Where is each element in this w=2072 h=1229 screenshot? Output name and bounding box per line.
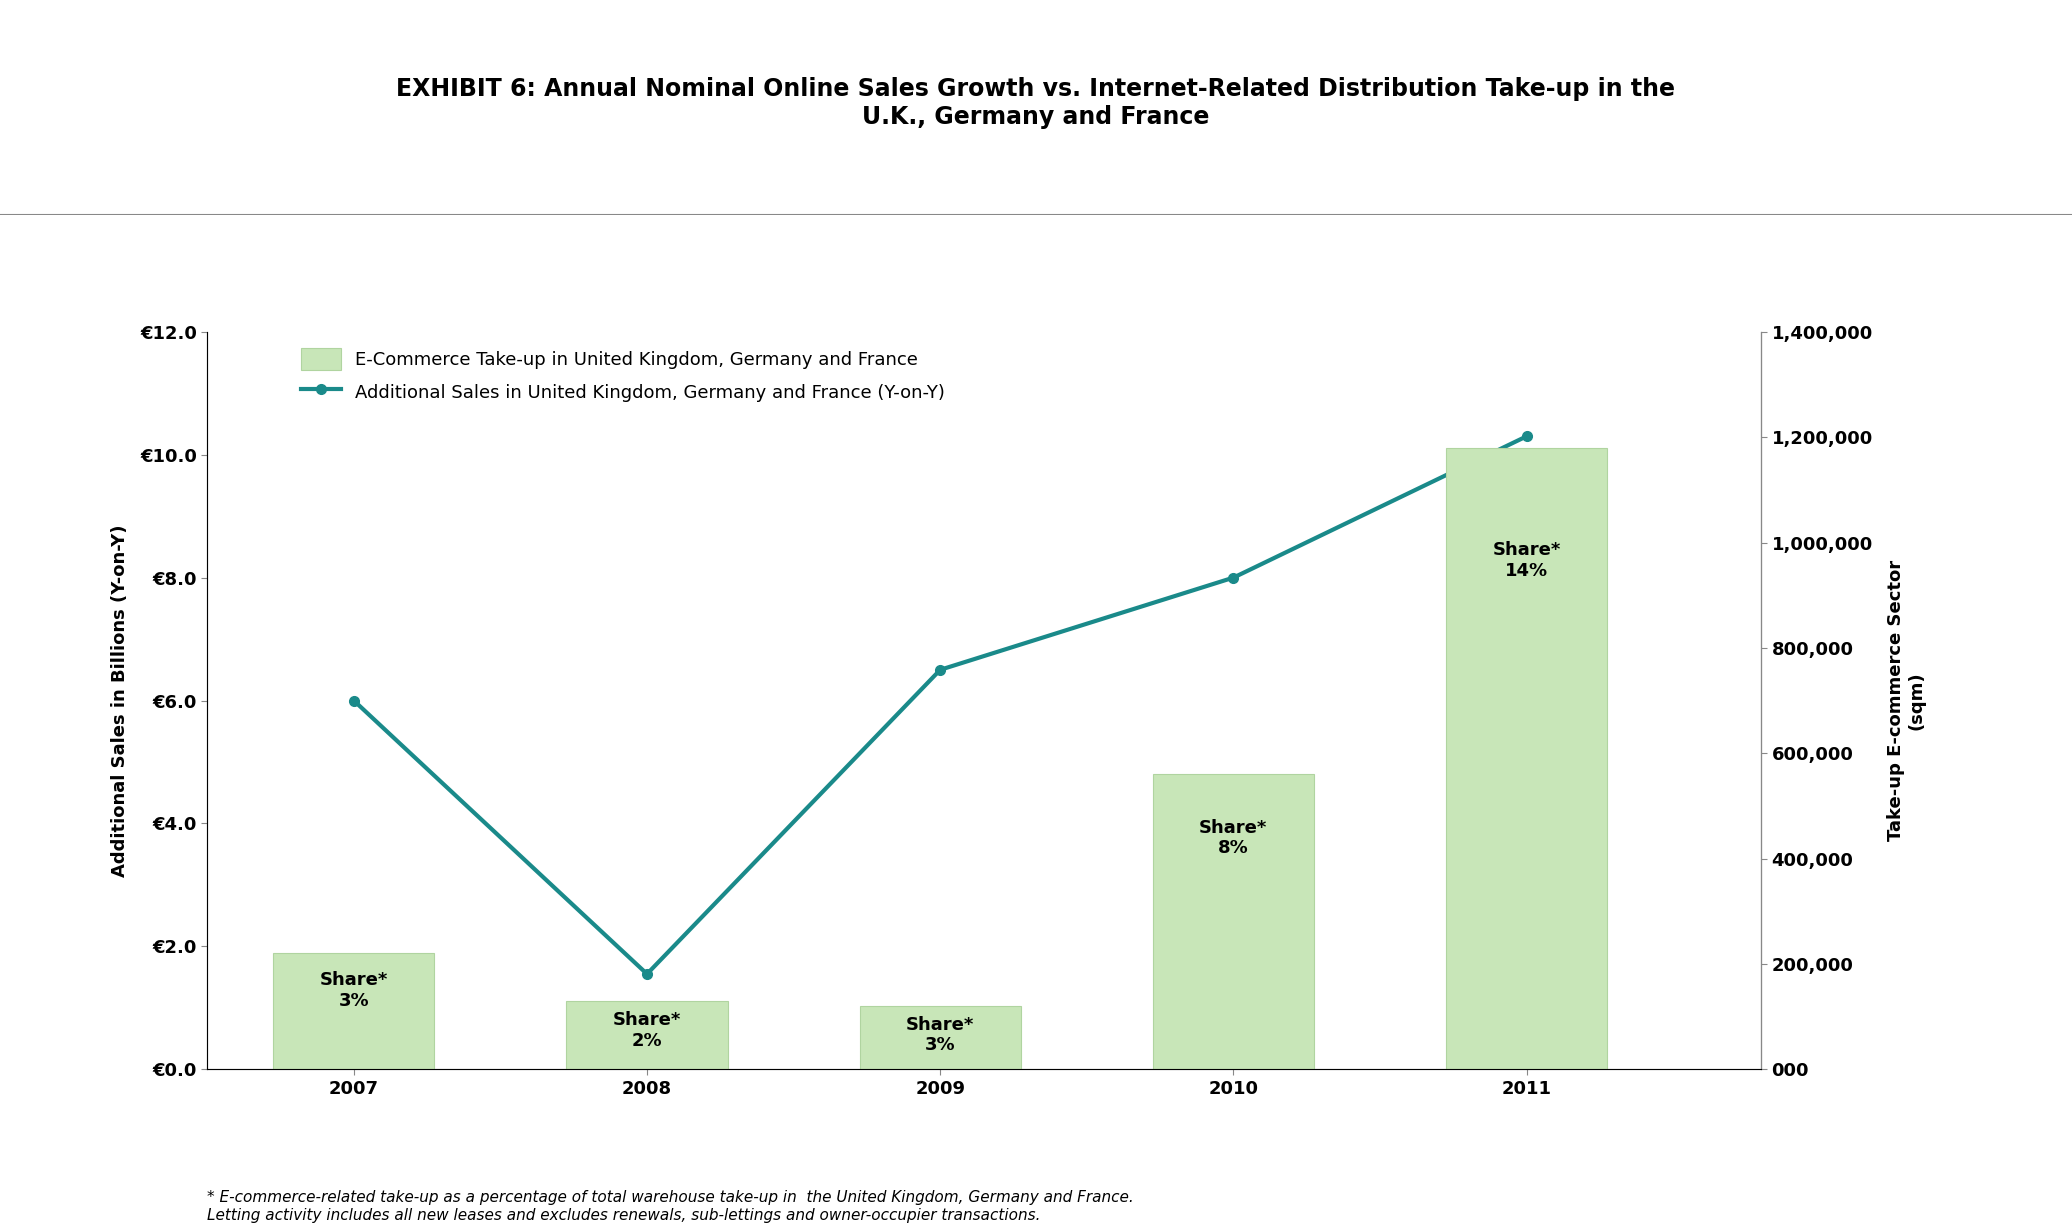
Text: Share*
14%: Share* 14% xyxy=(1492,541,1560,580)
Text: Share*
3%: Share* 3% xyxy=(319,971,387,1009)
Y-axis label: Additional Sales in Billions (Y-on-Y): Additional Sales in Billions (Y-on-Y) xyxy=(110,525,128,876)
Bar xyxy=(274,954,435,1069)
Text: Share*
2%: Share* 2% xyxy=(613,1011,682,1050)
Bar xyxy=(860,1007,1021,1069)
Text: EXHIBIT 6: Annual Nominal Online Sales Growth vs. Internet-Related Distribution : EXHIBIT 6: Annual Nominal Online Sales G… xyxy=(396,77,1676,129)
Text: Share*
8%: Share* 8% xyxy=(1200,819,1268,858)
Bar xyxy=(1446,447,1608,1069)
Legend: E-Commerce Take-up in United Kingdom, Germany and France, Additional Sales in Un: E-Commerce Take-up in United Kingdom, Ge… xyxy=(294,340,953,410)
Y-axis label: Take-up E-commerce Sector
(sqm): Take-up E-commerce Sector (sqm) xyxy=(1888,560,1925,841)
Text: Share*
3%: Share* 3% xyxy=(905,1015,974,1054)
Bar xyxy=(566,1000,727,1069)
Text: * E-commerce-related take-up as a percentage of total warehouse take-up in  the : * E-commerce-related take-up as a percen… xyxy=(207,1191,1133,1223)
Bar xyxy=(1152,774,1314,1069)
